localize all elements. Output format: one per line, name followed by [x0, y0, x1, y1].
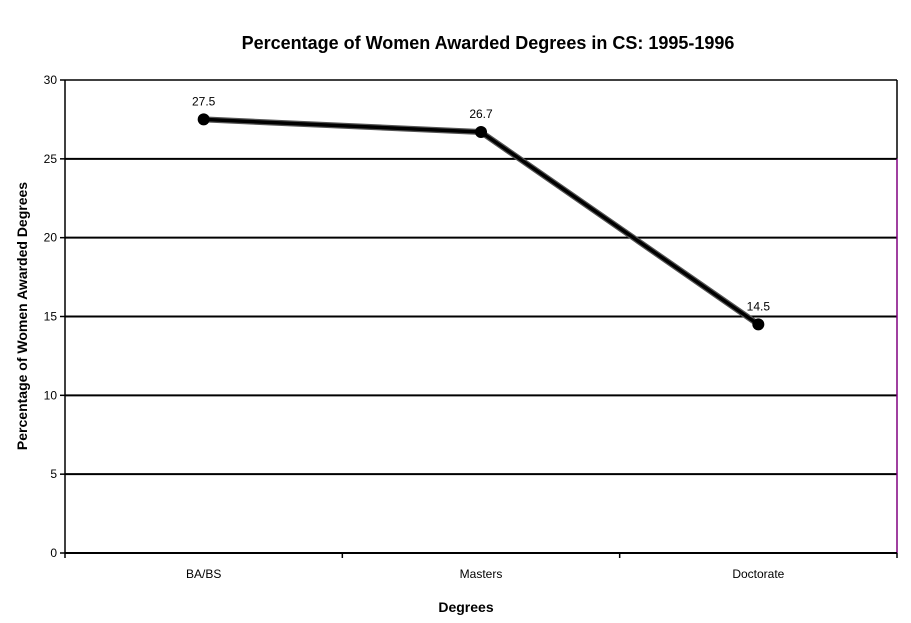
y-tick-label: 30: [44, 73, 58, 87]
data-point: [752, 318, 765, 331]
data-label: 26.7: [469, 107, 493, 121]
y-tick-label: 10: [44, 388, 58, 402]
y-tick-label: 0: [50, 546, 57, 560]
x-tick-label: Masters: [460, 567, 503, 581]
x-tick-label: BA/BS: [186, 567, 221, 581]
chart-title: Percentage of Women Awarded Degrees in C…: [242, 33, 735, 53]
data-label: 27.5: [192, 94, 216, 108]
series-line-shadow: [203, 116, 761, 327]
plot-area: 0 5 10 15 20 25 30 BA/BS Masters Doctorate 27.5 26.…: [44, 73, 898, 581]
y-tick-label: 25: [44, 152, 58, 166]
y-tick-label: 15: [44, 310, 58, 324]
series-line: [203, 117, 760, 326]
data-point: [475, 126, 487, 139]
y-tick-label: 5: [50, 467, 57, 481]
data-point: [197, 113, 210, 126]
x-axis-title: Degrees: [438, 599, 493, 615]
y-tick-label: 20: [44, 231, 58, 245]
x-tick-label: Doctorate: [732, 567, 784, 581]
y-axis-title: Percentage of Women Awarded Degrees: [14, 182, 30, 450]
data-label: 14.5: [747, 299, 771, 313]
